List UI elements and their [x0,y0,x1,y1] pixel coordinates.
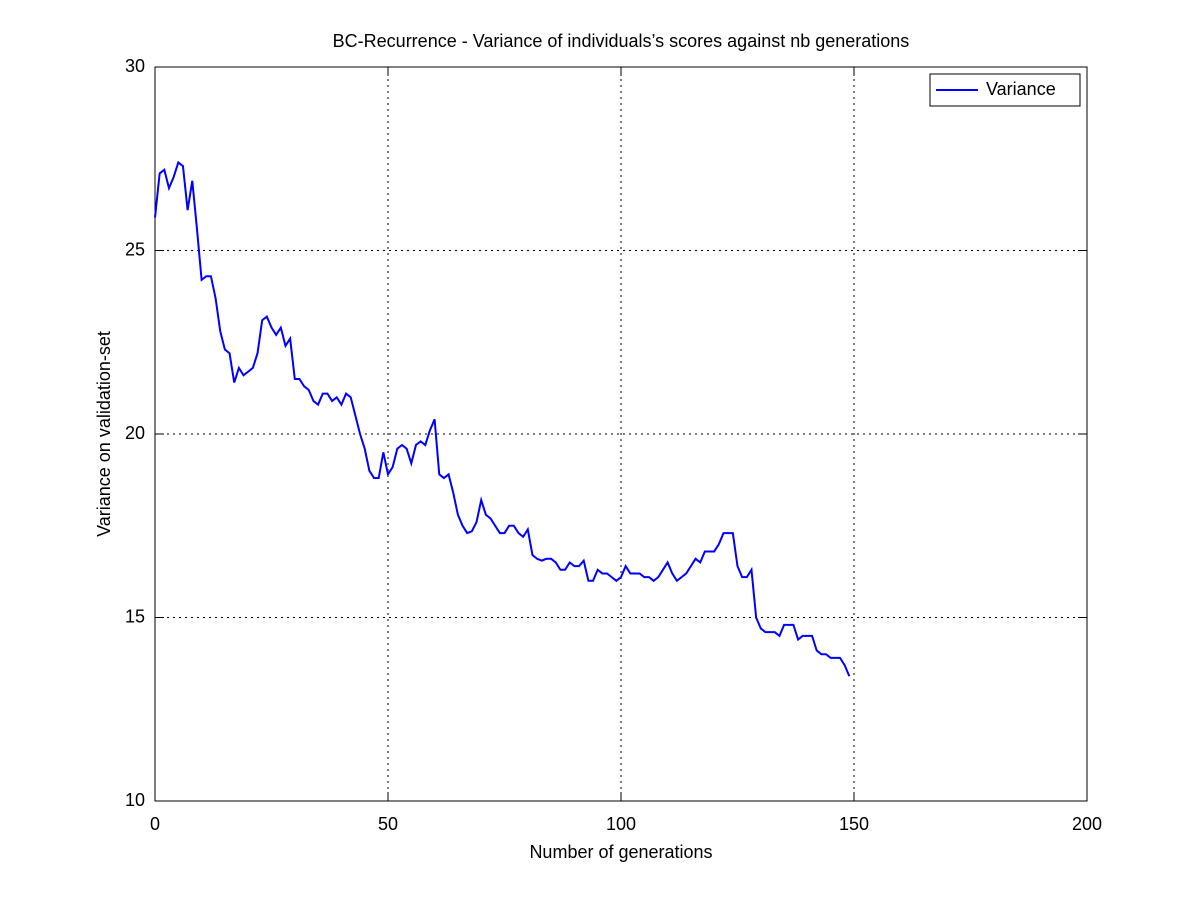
y-tick-label: 15 [125,606,145,626]
x-tick-label: 0 [150,814,160,834]
x-tick-label: 100 [606,814,636,834]
y-axis-label: Variance on validation-set [94,331,114,537]
data-line [154,160,851,677]
x-tick-label: 50 [378,814,398,834]
x-tick-label: 150 [839,814,869,834]
x-tick-label: 200 [1072,814,1102,834]
chart-title: BC-Recurrence - Variance of individuals’… [333,31,910,51]
y-tick-label: 25 [125,239,145,259]
legend-label: Variance [986,79,1056,99]
y-tick-label: 20 [125,423,145,443]
plot-frame [154,66,1088,802]
y-tick-label: 10 [125,790,145,810]
y-tick-label: 30 [125,56,145,76]
x-axis-label: Number of generations [529,842,712,862]
